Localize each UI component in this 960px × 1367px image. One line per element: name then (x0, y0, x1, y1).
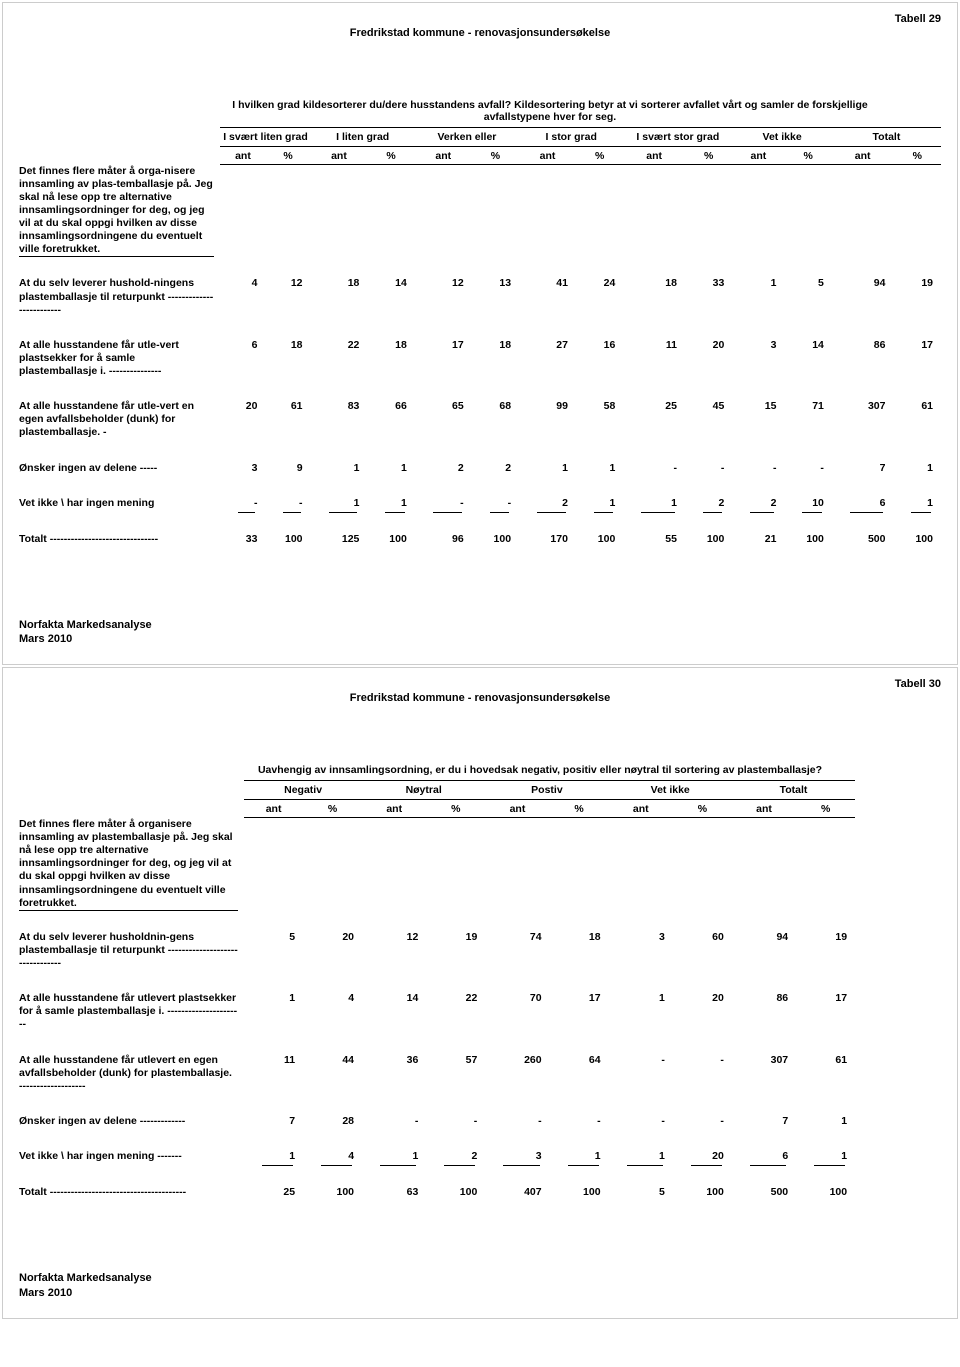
tabell-number: Tabell 29 (895, 13, 941, 25)
col-group: Nøytral (362, 781, 485, 800)
intro-text: Det finnes flere måter å orga-nisere inn… (19, 165, 214, 258)
sub-header-row: ant% ant% ant% ant% ant% (19, 800, 941, 818)
group-header-row: I svært liten grad I liten grad Verken e… (19, 128, 941, 147)
table-row: At alle husstandene får utle-vert plasts… (19, 337, 941, 380)
table-row: Vet ikke \ har ingen mening ------- 14 1… (19, 1148, 941, 1165)
table-row: At alle husstandene får utlevert plastse… (19, 990, 941, 1033)
table-row: Ønsker ingen av delene ------------- 728… (19, 1113, 941, 1130)
col-group: Negativ (244, 781, 362, 800)
page-footer: Norfakta Markedsanalyse Mars 2010 (19, 618, 941, 647)
question-text: I hvilken grad kildesorterer du/dere hus… (19, 99, 941, 123)
crosstab-table: Negativ Nøytral Postiv Vet ikke Totalt a… (19, 780, 941, 1201)
col-group: Vet ikke (609, 781, 732, 800)
crosstab-table: I svært liten grad I liten grad Verken e… (19, 127, 941, 548)
question-text: Uavhengig av innsamlingsordning, er du i… (19, 764, 941, 776)
col-group: Totalt (732, 781, 855, 800)
col-group: Postiv (485, 781, 608, 800)
total-row: Totalt ---------------------------------… (19, 1184, 941, 1201)
col-group: I svært stor grad (623, 128, 732, 147)
intro-row: Det finnes flere måter å organisere inns… (19, 818, 941, 911)
intro-text: Det finnes flere måter å organisere inns… (19, 818, 238, 911)
group-header-row: Negativ Nøytral Postiv Vet ikke Totalt (19, 781, 941, 800)
sub-header-row: ant% ant% ant% ant% ant% ant% ant% (19, 147, 941, 165)
table-row: At alle husstandene får utle-vert en ege… (19, 398, 941, 441)
total-row: Totalt ------------------------------- 3… (19, 531, 941, 548)
page-title: Fredrikstad kommune - renovasjonsundersø… (19, 27, 941, 39)
col-group: Totalt (832, 128, 941, 147)
col-group: Verken eller (415, 128, 519, 147)
tabell-number: Tabell 30 (895, 678, 941, 690)
col-group: I stor grad (519, 128, 623, 147)
page-footer: Norfakta Markedsanalyse Mars 2010 (19, 1271, 941, 1300)
table-row: Vet ikke \ har ingen mening -- 11 -- 21 … (19, 495, 941, 512)
table-row: At du selv leverer husholdnin-gens plast… (19, 929, 941, 972)
table-row: Ønsker ingen av delene ----- 39 11 22 11… (19, 460, 941, 477)
table-row: At du selv leverer hushold-ningens plast… (19, 275, 941, 318)
page-tabell-29: Tabell 29 Fredrikstad kommune - renovasj… (2, 2, 958, 665)
table-row: At alle husstandene får utlevert en egen… (19, 1052, 941, 1095)
intro-row: Det finnes flere måter å orga-nisere inn… (19, 165, 941, 258)
page-tabell-30: Tabell 30 Fredrikstad kommune - renovasj… (2, 667, 958, 1318)
col-group: I liten grad (311, 128, 415, 147)
page-title: Fredrikstad kommune - renovasjonsundersø… (19, 692, 941, 704)
col-group: I svært liten grad (220, 128, 310, 147)
col-group: Vet ikke (732, 128, 832, 147)
